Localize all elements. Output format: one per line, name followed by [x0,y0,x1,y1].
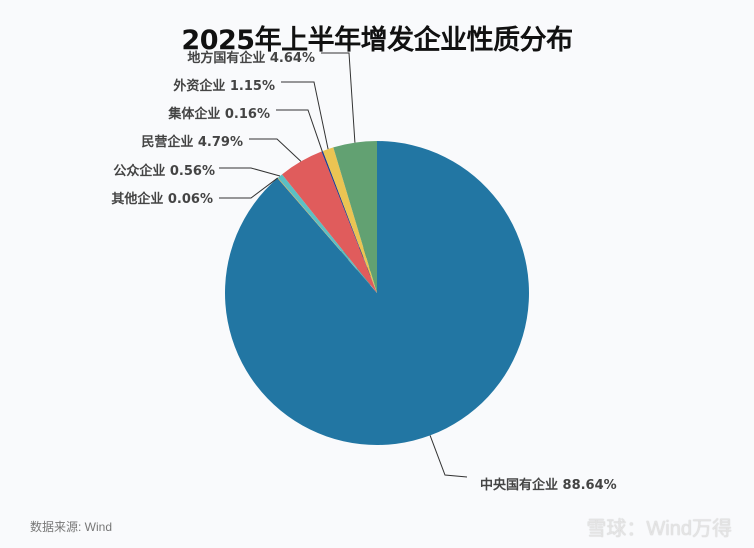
pie-slices [225,141,530,445]
pie-slice [277,177,377,293]
xueqiu-watermark: 雪球：Wind万得 [586,518,732,540]
leader-line [321,52,356,143]
slice-label: 其他企业 0.06% [111,191,213,207]
slice-label: 地方国有企业 4.64% [187,50,315,66]
pie-slice [322,147,377,293]
leader-line [219,177,279,199]
slice-label: 集体企业 0.16% [167,106,270,122]
slice-label: 中央国有企业 88.64% [480,477,617,493]
leader-line [429,435,468,478]
slice-label: 民营企业 4.79% [141,134,243,150]
pie-labels: 中央国有企业 88.64% 其他企业 0.06% 公众企业 0.56% 民营企业 4.… [111,50,616,493]
pie-slice [225,141,530,445]
pie-slice [333,141,377,293]
leader-line [219,167,281,177]
slice-label: 外资企业 1.15% [172,78,275,94]
pie-slice [321,150,377,293]
leader-line [281,81,329,150]
leader-line [276,109,323,152]
slice-label: 公众企业 0.56% [113,163,215,179]
leader-line [249,138,302,162]
data-source: 数据来源: Wind [30,520,113,534]
pie-slice [282,151,377,293]
chart-title: 2025年上半年增发企业性质分布 [181,25,573,56]
pie-slice [277,174,377,293]
